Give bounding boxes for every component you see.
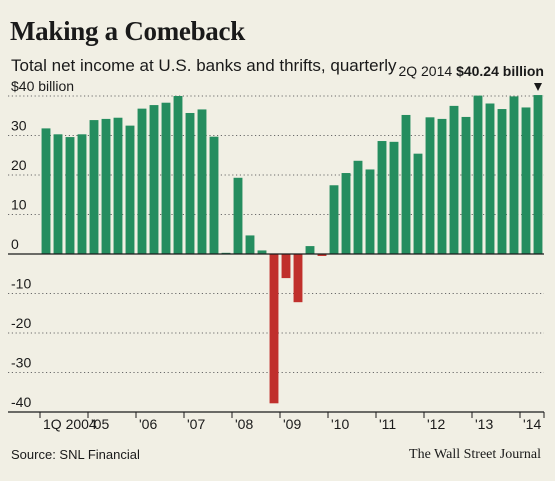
- y-tick-label: -40: [11, 394, 31, 410]
- bar: [521, 107, 531, 255]
- bar: [389, 141, 399, 254]
- bar: [401, 114, 411, 255]
- y-tick-label: 0: [11, 236, 19, 252]
- bar: [173, 96, 183, 254]
- bar: [509, 96, 519, 254]
- source-note: Source: SNL Financial: [11, 447, 140, 462]
- x-tick-label: '14: [523, 416, 541, 432]
- bar: [41, 128, 51, 254]
- chart-subtitle: Total net income at U.S. banks and thrif…: [11, 56, 397, 75]
- callout-marker: [534, 83, 542, 92]
- bar: [113, 117, 123, 254]
- x-tick-labels: 1Q 2004'05 '06 '07 '08 '09 '10 '11 '12 '13 '14: [43, 416, 541, 432]
- x-tick-label: '10: [331, 416, 349, 432]
- bar: [281, 254, 291, 279]
- bar: [89, 120, 99, 254]
- bar: [485, 103, 495, 254]
- x-tick-label: '12: [427, 416, 445, 432]
- x-tick-label: '09: [283, 416, 301, 432]
- bar: [137, 108, 147, 254]
- bar: [125, 125, 135, 255]
- y-tick-label: 30: [11, 118, 27, 134]
- bar: [425, 117, 435, 254]
- bar: [149, 105, 159, 254]
- bar: [161, 102, 171, 255]
- y-tick-label: 10: [11, 197, 27, 213]
- bar: [305, 246, 315, 254]
- bar: [77, 134, 87, 254]
- bar: [53, 134, 63, 254]
- y-tick-label: 20: [11, 157, 27, 173]
- bars: [41, 95, 543, 404]
- bar: [365, 169, 375, 254]
- y-tick-label: -10: [11, 276, 31, 292]
- bar: [65, 137, 75, 254]
- latest-value-callout: 2Q 2014 $40.24 billion: [398, 64, 544, 78]
- x-tick-label: '06: [139, 416, 157, 432]
- bar: [353, 160, 363, 254]
- bar: [461, 116, 471, 254]
- bar: [197, 109, 207, 255]
- x-tick-label: '07: [187, 416, 205, 432]
- x-tick-label: 1Q 2004: [43, 416, 97, 432]
- callout-arrow: [534, 83, 542, 92]
- bar: [185, 112, 195, 255]
- y-tick-label: -20: [11, 315, 31, 331]
- bar: [317, 254, 327, 256]
- x-tick-label: '13: [475, 416, 493, 432]
- y-tick-labels: $40 billion 30 20 10 0 -10 -20 -30 -40: [11, 78, 74, 410]
- bar: [377, 141, 387, 254]
- x-tick-label: '11: [379, 416, 396, 432]
- chart-title: Making a Comeback: [10, 16, 245, 46]
- bar: [209, 136, 219, 254]
- bar: [269, 254, 279, 404]
- bar: [437, 118, 447, 254]
- bar: [449, 105, 459, 255]
- bar: [413, 153, 423, 254]
- bar: [473, 95, 483, 254]
- bar: [293, 254, 303, 303]
- x-tick-label: '05: [91, 416, 109, 432]
- bar: [329, 185, 339, 254]
- axes: [8, 253, 545, 418]
- bar: [245, 235, 255, 254]
- y-tick-label: $40 billion: [11, 78, 74, 94]
- credit-line: The Wall Street Journal: [409, 447, 541, 462]
- bar: [341, 173, 351, 254]
- bar: [233, 177, 243, 254]
- callout-period: 2Q 2014: [398, 63, 453, 79]
- callout-value: $40.24 billion: [456, 63, 544, 79]
- bar: [533, 95, 543, 254]
- bar: [497, 109, 507, 254]
- bar: [101, 118, 111, 254]
- x-tick-label: '08: [235, 416, 253, 432]
- y-tick-label: -30: [11, 355, 31, 371]
- bar: [257, 250, 267, 254]
